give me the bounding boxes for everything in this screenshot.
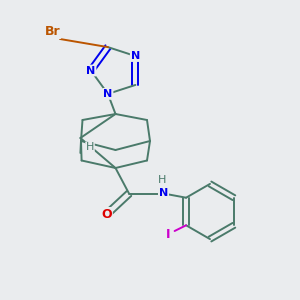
Text: N: N: [131, 51, 140, 61]
Text: H: H: [86, 142, 94, 152]
Text: H: H: [158, 175, 166, 185]
Text: Br: Br: [45, 25, 60, 38]
Text: N: N: [159, 188, 168, 199]
Text: N: N: [103, 89, 112, 99]
Text: N: N: [86, 65, 95, 76]
Text: I: I: [166, 227, 170, 241]
Text: O: O: [101, 208, 112, 221]
